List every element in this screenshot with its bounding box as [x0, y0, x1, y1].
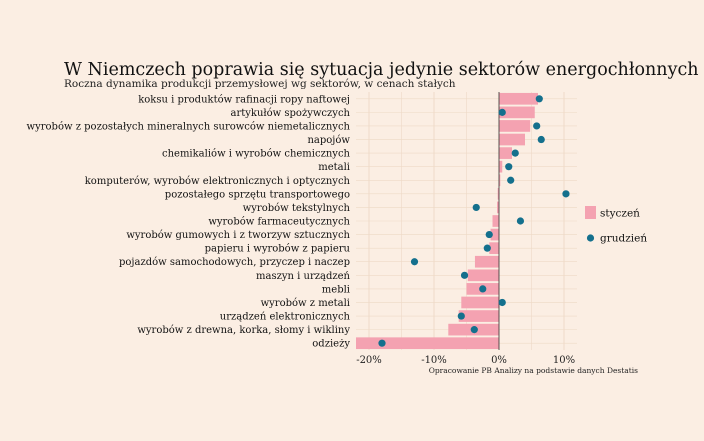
- dot-grudzień: [562, 190, 570, 198]
- category-label: maszyn i urządzeń: [256, 271, 351, 282]
- bar-styczeń: [489, 242, 499, 254]
- dot-grudzień: [498, 108, 506, 116]
- bar-styczeń: [499, 174, 501, 187]
- x-tick-label: -10%: [421, 355, 447, 366]
- category-label: wyrobów tekstylnych: [243, 203, 351, 214]
- x-tick-label: 0%: [491, 355, 507, 366]
- category-label: komputerów, wyrobów elektronicznych i op…: [85, 176, 351, 187]
- category-label: koksu i produktów rafinacji ropy naftowe…: [138, 94, 350, 105]
- category-label: odzieży: [312, 339, 350, 350]
- category-label: pojazdów samochodowych, przyczep i nacze…: [119, 257, 350, 268]
- dot-grudzień: [507, 176, 515, 184]
- category-label: mebli: [322, 284, 350, 295]
- legend-label: grudzień: [600, 233, 647, 245]
- dot-grudzień: [511, 149, 519, 157]
- dot-grudzień: [410, 258, 419, 266]
- x-tick-label: -20%: [356, 355, 382, 366]
- category-label: napojów: [307, 135, 350, 146]
- category-label: papieru i wyrobów z papieru: [205, 244, 351, 255]
- category-label: chemikaliów i wyrobów chemicznych: [162, 149, 351, 160]
- legend-label: styczeń: [600, 208, 640, 220]
- dot-grudzień: [470, 326, 478, 334]
- category-label: wyrobów z drewna, korka, słomy i wikliny: [137, 325, 350, 336]
- bar-styczeń: [499, 120, 531, 132]
- bar-styczeń: [499, 147, 512, 159]
- dot-grudzień: [516, 217, 525, 225]
- chart-subtitle: Roczna dynamika produkcji przemysłowej w…: [64, 78, 456, 90]
- bar-styczeń: [458, 310, 499, 322]
- dot-grudzień: [472, 203, 480, 212]
- bar-styczeń: [356, 337, 499, 350]
- dot-grudzień: [498, 298, 506, 307]
- chart-title: W Niemczech poprawia się sytuacja jedyni…: [64, 60, 699, 80]
- bar-styczeń: [499, 92, 538, 105]
- dot-grudzień: [537, 135, 545, 144]
- bar-styczeń: [497, 188, 499, 200]
- bar-styczeń: [461, 296, 499, 309]
- dot-grudzień: [485, 230, 493, 239]
- category-label: pozostałego sprzętu transportowego: [165, 189, 350, 200]
- dot-grudzień: [460, 271, 469, 279]
- bar-styczeń: [474, 255, 499, 268]
- dot-grudzień: [533, 122, 541, 130]
- bar-styczeń: [467, 269, 499, 282]
- dot-grudzień: [483, 244, 491, 252]
- x-tick-label: 10%: [553, 355, 575, 366]
- bar-styczeń: [497, 201, 499, 214]
- bar-styczeń: [490, 228, 499, 241]
- category-label: wyrobów farmaceutycznych: [208, 217, 350, 228]
- source-note: Opracowanie PB Analizy na podstawie dany…: [428, 366, 638, 375]
- dot-grudzień: [457, 312, 465, 320]
- category-label: urządzeń elektronicznych: [220, 312, 351, 323]
- dot-grudzień: [505, 163, 513, 171]
- category-label: wyrobów z pozostałych mineralnych surowc…: [27, 121, 351, 132]
- legend-swatch-dot: [586, 234, 595, 242]
- legend-swatch-bar: [585, 206, 596, 219]
- category-label: artykułów spożywczych: [230, 108, 350, 119]
- bar-styczeń: [499, 133, 525, 146]
- category-label: wyrobów z metali: [261, 298, 350, 309]
- bar-styczeń: [499, 106, 535, 119]
- dot-grudzień: [378, 339, 386, 347]
- category-label: metali: [318, 162, 350, 173]
- dot-grudzień: [535, 95, 543, 103]
- bar-styczeń: [499, 160, 503, 173]
- bar-styczeń: [492, 215, 499, 227]
- category-label: wyrobów gumowych i z tworzyw sztucznych: [126, 230, 350, 241]
- dot-grudzień: [479, 285, 487, 293]
